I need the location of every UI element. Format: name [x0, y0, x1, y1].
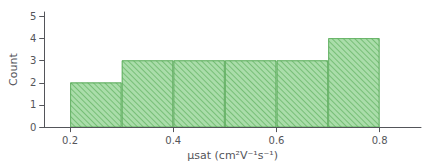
- svg-text:1: 1: [30, 99, 36, 110]
- svg-text:Count: Count: [7, 53, 20, 86]
- svg-text:0.4: 0.4: [165, 135, 181, 146]
- svg-text:0.8: 0.8: [372, 135, 388, 146]
- svg-text:3: 3: [30, 55, 36, 66]
- svg-text:0.6: 0.6: [269, 135, 285, 146]
- svg-text:0: 0: [30, 122, 36, 133]
- svg-text:2: 2: [30, 77, 36, 88]
- svg-text:μsat (cm²V⁻¹s⁻¹): μsat (cm²V⁻¹s⁻¹): [187, 149, 278, 162]
- svg-text:0.2: 0.2: [62, 135, 78, 146]
- svg-text:4: 4: [30, 33, 36, 44]
- svg-text:5: 5: [30, 11, 36, 22]
